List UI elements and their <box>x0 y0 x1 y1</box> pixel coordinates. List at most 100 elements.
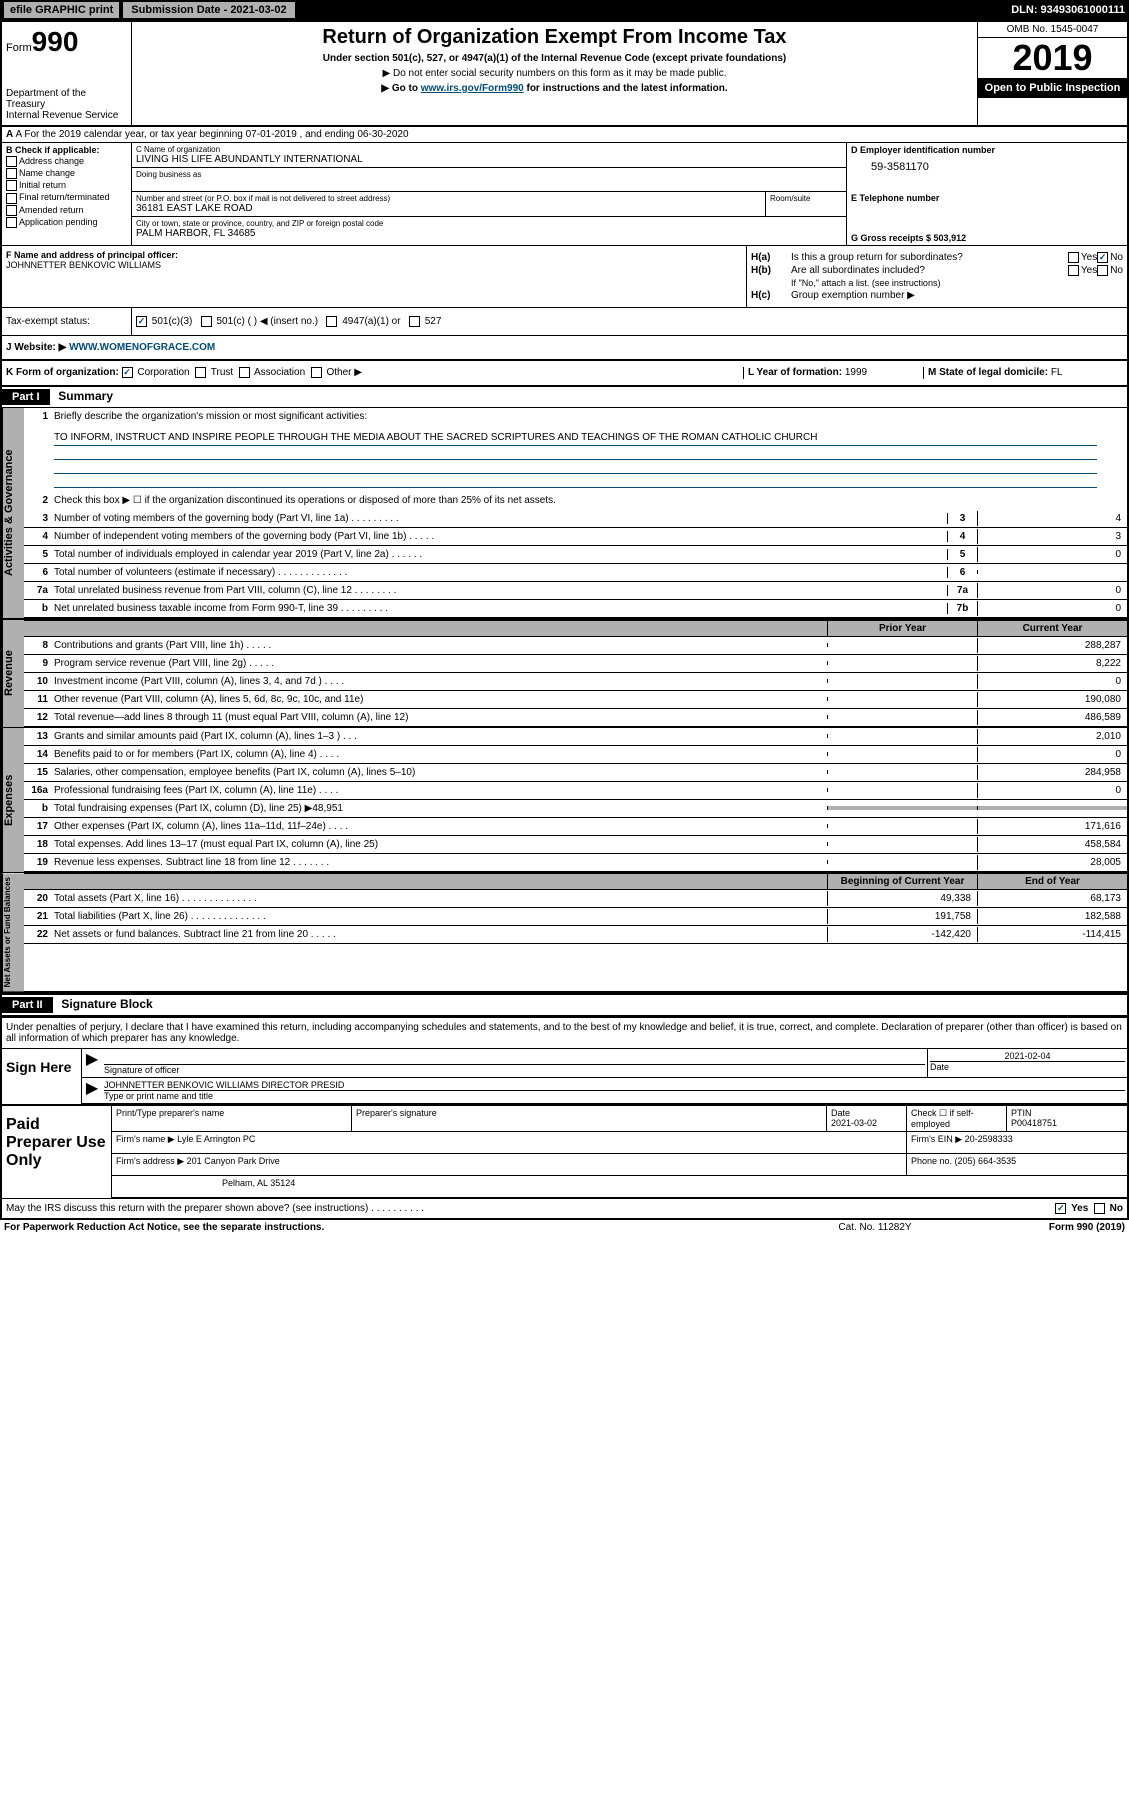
table-row: 21Total liabilities (Part X, line 26) . … <box>24 908 1127 926</box>
arrow-icon: ▶ <box>82 1049 102 1077</box>
subtitle-3: ▶ Go to www.irs.gov/Form990 for instruct… <box>136 83 973 94</box>
col-d: D Employer identification number 59-3581… <box>847 143 1127 245</box>
ein-value: 59-3581170 <box>871 161 1123 173</box>
signer-name: JOHNNETTER BENKOVIC WILLIAMS DIRECTOR PR… <box>104 1080 1125 1091</box>
firm-name: Lyle E Arrington PC <box>177 1134 255 1144</box>
ein-label: D Employer identification number <box>851 145 1123 155</box>
table-row: 14Benefits paid to or for members (Part … <box>24 746 1127 764</box>
header-mid: Return of Organization Exempt From Incom… <box>132 22 977 125</box>
signature-section: Under penalties of perjury, I declare th… <box>2 1016 1127 1104</box>
table-row: bNet unrelated business taxable income f… <box>24 600 1127 618</box>
chk-4947[interactable] <box>326 316 337 327</box>
chk-corp[interactable] <box>122 367 133 378</box>
ha-yes[interactable]: Yes <box>1068 252 1097 263</box>
part1-header: Part I Summary <box>2 387 1127 408</box>
table-row: 12Total revenue—add lines 8 through 11 (… <box>24 709 1127 727</box>
perjury-text: Under penalties of perjury, I declare th… <box>2 1018 1127 1048</box>
chk-assoc[interactable] <box>239 367 250 378</box>
org-name: LIVING HIS LIFE ABUNDANTLY INTERNATIONAL <box>136 154 842 165</box>
preparer-section: Paid Preparer Use Only Print/Type prepar… <box>2 1104 1127 1198</box>
table-row: 19Revenue less expenses. Subtract line 1… <box>24 854 1127 872</box>
website-link[interactable]: WWW.WOMENOFGRACE.COM <box>69 342 215 353</box>
firm-addr2: Pelham, AL 35124 <box>112 1176 1127 1197</box>
irs-link[interactable]: www.irs.gov/Form990 <box>421 83 524 94</box>
expenses-section: Expenses 13Grants and similar amounts pa… <box>2 728 1127 873</box>
table-row: 8Contributions and grants (Part VIII, li… <box>24 637 1127 655</box>
table-row: 6Total number of volunteers (estimate if… <box>24 564 1127 582</box>
discuss-row: May the IRS discuss this return with the… <box>2 1198 1127 1218</box>
side-activities: Activities & Governance <box>2 408 24 618</box>
chk-address[interactable]: Address change <box>6 156 127 167</box>
net-assets-section: Net Assets or Fund Balances Beginning of… <box>2 873 1127 993</box>
ha-no[interactable]: No <box>1097 252 1123 263</box>
table-row: 3Number of voting members of the governi… <box>24 510 1127 528</box>
form-outer: Form990 Department of the Treasury Inter… <box>0 20 1129 1220</box>
table-row: 17Other expenses (Part IX, column (A), l… <box>24 818 1127 836</box>
efile-label[interactable]: efile GRAPHIC print <box>4 2 119 18</box>
discuss-yes[interactable]: Yes <box>1055 1203 1088 1214</box>
side-expenses: Expenses <box>2 728 24 872</box>
tax-year: 2019 <box>978 38 1127 78</box>
chk-initial[interactable]: Initial return <box>6 180 127 191</box>
table-row: 11Other revenue (Part VIII, column (A), … <box>24 691 1127 709</box>
street-row: Number and street (or P.O. box if mail i… <box>132 192 846 217</box>
table-row: 15Salaries, other compensation, employee… <box>24 764 1127 782</box>
chk-527[interactable] <box>409 316 420 327</box>
mission-text: TO INFORM, INSTRUCT AND INSPIRE PEOPLE T… <box>24 426 1127 492</box>
header: Form990 Department of the Treasury Inter… <box>2 22 1127 127</box>
table-row: 9Program service revenue (Part VIII, lin… <box>24 655 1127 673</box>
row-a: A A For the 2019 calendar year, or tax y… <box>2 127 1127 143</box>
prep-date: 2021-03-02 <box>831 1118 877 1128</box>
row-k: K Form of organization: Corporation Trus… <box>2 361 1127 386</box>
paid-preparer-label: Paid Preparer Use Only <box>2 1106 112 1198</box>
subtitle-1: Under section 501(c), 527, or 4947(a)(1)… <box>136 53 973 64</box>
col-c: C Name of organization LIVING HIS LIFE A… <box>132 143 847 245</box>
hb-no[interactable]: No <box>1097 265 1123 276</box>
chk-final[interactable]: Final return/terminated <box>6 192 127 203</box>
table-row: 22Net assets or fund balances. Subtract … <box>24 926 1127 944</box>
part2-header: Part II Signature Block <box>2 993 1127 1016</box>
dba-cell: Doing business as <box>132 168 846 192</box>
dept-treasury: Department of the Treasury Internal Reve… <box>6 88 127 121</box>
side-revenue: Revenue <box>2 620 24 727</box>
omb-number: OMB No. 1545-0047 <box>978 22 1127 38</box>
table-row: 5Total number of individuals employed in… <box>24 546 1127 564</box>
section-fh: F Name and address of principal officer:… <box>2 246 1127 308</box>
footer: For Paperwork Reduction Act Notice, see … <box>0 1220 1129 1235</box>
tax-label: Tax-exempt status: <box>2 308 132 335</box>
hb-yes[interactable]: Yes <box>1068 265 1097 276</box>
arrow-icon: ▶ <box>82 1078 102 1103</box>
chk-trust[interactable] <box>195 367 206 378</box>
chk-other[interactable] <box>311 367 322 378</box>
table-row: 16aProfessional fundraising fees (Part I… <box>24 782 1127 800</box>
prior-current-header: Prior Year Current Year <box>24 620 1127 637</box>
col-b-label: B Check if applicable: <box>6 145 127 155</box>
chk-pending[interactable]: Application pending <box>6 217 127 228</box>
col-b: B Check if applicable: Address change Na… <box>2 143 132 245</box>
header-left: Form990 Department of the Treasury Inter… <box>2 22 132 125</box>
discuss-no[interactable]: No <box>1094 1203 1123 1214</box>
chk-501c3[interactable] <box>136 316 147 327</box>
tel-label: E Telephone number <box>851 193 1123 203</box>
officer-name: JOHNNETTER BENKOVIC WILLIAMS <box>6 260 742 270</box>
chk-amended[interactable]: Amended return <box>6 205 127 216</box>
table-row: 10Investment income (Part VIII, column (… <box>24 673 1127 691</box>
begin-end-header: Beginning of Current Year End of Year <box>24 873 1127 890</box>
tax-options: 501(c)(3) 501(c) ( ) ◀ (insert no.) 4947… <box>132 308 1127 335</box>
revenue-section: Revenue Prior Year Current Year 8Contrib… <box>2 620 1127 728</box>
submission-date: Submission Date - 2021-03-02 <box>123 2 294 18</box>
chk-name[interactable]: Name change <box>6 168 127 179</box>
tax-status-row: Tax-exempt status: 501(c)(3) 501(c) ( ) … <box>2 308 1127 336</box>
state-domicile: FL <box>1051 367 1063 378</box>
chk-501c[interactable] <box>201 316 212 327</box>
ptin: P00418751 <box>1011 1118 1057 1128</box>
side-net: Net Assets or Fund Balances <box>2 873 24 991</box>
table-row: 13Grants and similar amounts paid (Part … <box>24 728 1127 746</box>
table-row: 7aTotal unrelated business revenue from … <box>24 582 1127 600</box>
col-f: F Name and address of principal officer:… <box>2 246 747 307</box>
city-cell: City or town, state or province, country… <box>132 217 846 241</box>
org-name-cell: C Name of organization LIVING HIS LIFE A… <box>132 143 846 168</box>
street-address: 36181 EAST LAKE ROAD <box>136 203 761 214</box>
gross-receipts: G Gross receipts $ 503,912 <box>851 233 1123 243</box>
firm-phone: (205) 664-3535 <box>955 1156 1017 1166</box>
